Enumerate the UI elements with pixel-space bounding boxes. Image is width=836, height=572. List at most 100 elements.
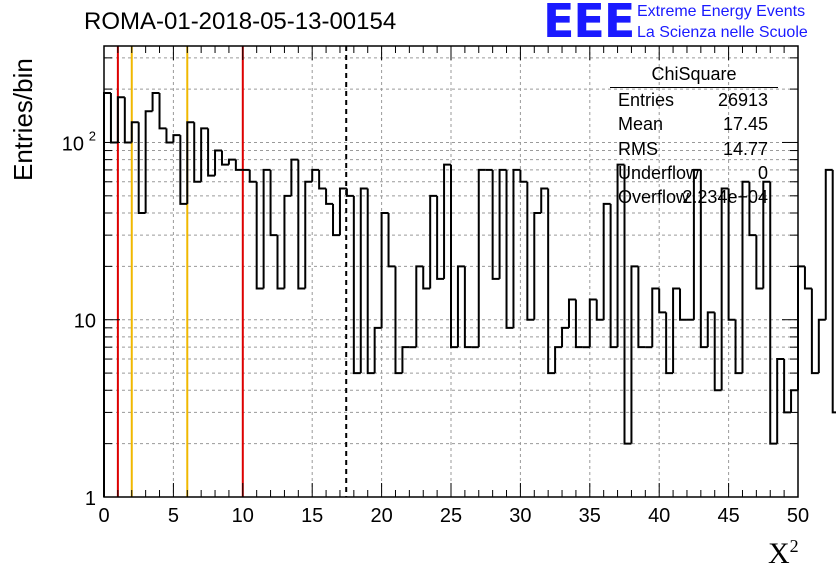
histogram-bin [498,168,507,279]
histogram-bin [436,195,445,280]
x-tick-label: 45 [717,505,739,527]
histogram-bin [817,318,826,374]
x-tick-label: 10 [232,505,254,527]
histogram-bin [443,163,451,279]
histogram-bin [373,326,382,374]
histogram-bin [290,158,299,196]
histogram-bin [429,194,438,289]
histogram-bin [380,211,389,328]
histogram-bin [727,188,736,321]
histogram-bin [741,180,750,374]
histogram-bin [401,346,410,374]
stats-box: ChiSquare Entries 26913 Mean 17.45 RMS 14.7… [610,64,778,209]
histogram-bars [103,92,836,497]
histogram-bin [547,188,556,375]
histogram-bin [422,266,431,290]
histogram-bin [783,359,792,414]
histogram-bin [748,181,757,237]
histogram-bin [554,346,563,374]
histogram-bin [234,159,243,171]
histogram-bin [415,265,424,348]
stats-row-rms: RMS 14.77 [618,138,768,159]
histogram-bin [172,134,181,143]
histogram-bin [165,128,174,144]
histogram-bin [352,195,361,375]
histogram-bin [609,203,618,349]
x-tick-label: 20 [370,505,392,527]
histogram-bin [630,265,639,444]
histogram-bin [824,168,833,320]
histogram-bin [512,168,521,328]
histogram-bin [255,181,264,290]
histogram-bin [665,312,674,375]
histogram-bin [637,266,646,349]
histogram-bin [623,164,632,445]
x-tick-label: 40 [648,505,670,527]
histogram-bin [394,266,403,375]
histogram-bin [130,121,139,143]
histogram-bin [526,181,535,321]
grid-lines [104,46,798,497]
histogram-bin [769,181,778,445]
histogram-bin [776,358,785,444]
stats-row-mean: Mean 17.45 [618,114,768,135]
histogram-bin [186,121,195,204]
histogram-bin [304,180,313,289]
histogram-bin [672,287,681,374]
histogram-bin [366,188,375,375]
stats-title: ChiSquare [610,64,778,88]
stats-row-overflow: Overflow 2.234e+04 [618,187,768,208]
histogram-bin [706,311,715,348]
stats-row-underflow: Underflow 0 [618,162,768,183]
histogram-bin [519,169,528,183]
histogram-bin [103,92,111,497]
histogram-bin [713,312,722,392]
histogram-bin [561,326,569,348]
x-tick-label: 30 [509,505,531,527]
histogram-bin [248,169,257,183]
x-tick-label: 15 [301,505,323,527]
y-axis-label: Entries/bin [8,58,38,181]
x-axis-label: X2 [768,536,799,570]
histogram-bin [692,168,701,320]
histogram-bin [179,135,188,205]
histogram-bin [797,265,805,391]
histogram-bin [463,266,472,349]
histogram-bin [699,169,708,349]
histogram-bin [151,92,160,112]
axis-ticks [103,46,799,498]
histogram-bin [491,169,500,280]
stats-row-entries: Entries 26913 [618,90,768,110]
histogram-bin [574,299,583,349]
histogram-bin [595,299,604,321]
x-tick-label: 0 [98,505,109,527]
logo-line-1: Extreme Energy Events [637,3,806,20]
histogram-bin [567,298,576,328]
histogram-bin [214,149,222,176]
histogram-bin [810,288,819,375]
x-tick-label: 5 [168,505,179,527]
histogram-bin [220,150,229,166]
histogram-bin [450,164,458,349]
logo-line-2: La Scienza nelle Scuole [637,24,808,41]
histogram-bin [227,158,236,165]
histogram-bin [109,93,118,144]
histogram-bin [207,128,216,177]
histogram-bin [651,287,660,348]
histogram-bin [679,288,687,321]
histogram-bin [200,127,209,182]
x-tick-label: 25 [440,505,462,527]
histogram-bin [283,194,292,289]
histogram-bin [158,93,167,130]
histogram-bin [276,235,285,290]
histogram-bin [269,169,278,237]
x-tick-label: 50 [787,505,809,527]
histogram-bin [318,169,327,190]
histogram-bin [297,159,306,290]
histogram-bin [345,188,354,197]
histogram-bin [588,298,597,348]
histogram-bin [456,265,465,348]
histogram-bin [311,168,320,182]
y-tick-exponent: 2 [89,128,96,143]
axis-tick-labels: 0 5 10 15 20 25 30 35 40 45 50 1 10 10 2 [62,128,809,527]
